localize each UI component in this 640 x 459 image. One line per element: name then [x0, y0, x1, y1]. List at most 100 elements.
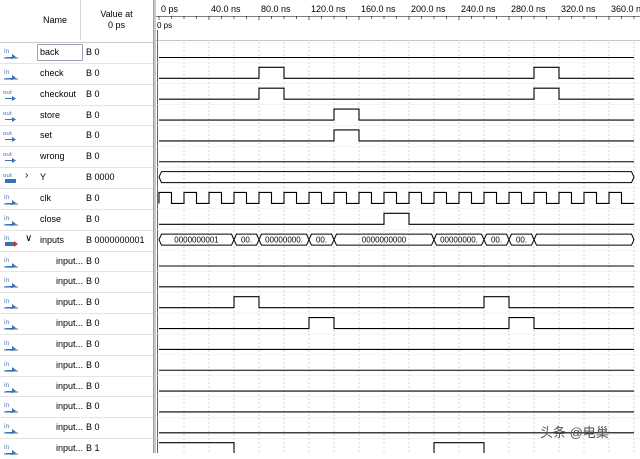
- signal-row[interactable]: in input... B 0: [0, 292, 153, 313]
- input-pin-icon: in: [3, 380, 19, 394]
- signal-name: input...: [56, 338, 84, 349]
- signal-value: B 0: [86, 213, 100, 224]
- bus-value-label: 00.: [516, 236, 527, 245]
- signal-row[interactable]: out wrong B 0: [0, 146, 153, 167]
- signal-name: input...: [56, 276, 84, 287]
- input-pin-icon: in: [3, 359, 19, 373]
- signal-row[interactable]: in input... B 0: [0, 396, 153, 417]
- signal-name: Y: [40, 172, 47, 183]
- ruler-tick-label: 200.0 ns: [411, 4, 446, 14]
- input-pin-icon: in: [3, 317, 19, 331]
- input-pin-icon: in: [3, 338, 19, 352]
- svg-text:in: in: [4, 194, 10, 201]
- signal-row[interactable]: in input... B 0: [0, 375, 153, 397]
- svg-text:out: out: [3, 152, 13, 158]
- signal-row[interactable]: in input... B 0: [0, 354, 153, 376]
- signal-row[interactable]: out set B 0: [0, 125, 153, 146]
- signal-row[interactable]: in input... B 0: [0, 333, 153, 355]
- signal-value: B 0: [86, 276, 100, 287]
- value-column-label-line2: 0 ps: [107, 20, 125, 30]
- bit-waveform: [159, 296, 634, 309]
- signal-name: inputs: [40, 234, 65, 245]
- ruler-tick-label: 280.0 ns: [511, 4, 546, 14]
- waveform-view[interactable]: 0 ps 40.0 ns 80.0 ns 120.0 ns 160.0 ns 200.0 …: [156, 0, 640, 453]
- signal-row[interactable]: out › Y B 0000: [0, 167, 153, 188]
- bus-value-label: 00000000.: [265, 236, 303, 245]
- svg-text:in: in: [4, 215, 10, 222]
- signal-name: input...: [56, 297, 84, 308]
- panel-divider[interactable]: [153, 0, 156, 453]
- bit-waveform: [159, 108, 634, 121]
- name-column-header[interactable]: Name: [30, 0, 81, 40]
- ruler-tick-label: 360.0 ns: [611, 4, 640, 14]
- signal-row[interactable]: in input... B 0: [0, 271, 153, 292]
- svg-text:in: in: [4, 298, 10, 305]
- signal-list-panel: Name Value at 0 ps in back B 0 in check B 0 ou…: [0, 0, 153, 456]
- signal-value: B 0: [86, 422, 100, 433]
- input-pin-icon: in: [3, 213, 19, 227]
- value-column-header[interactable]: Value at 0 ps: [80, 0, 153, 40]
- collapse-chevron-icon[interactable]: ∨: [25, 232, 33, 244]
- signal-row[interactable]: in ∨ inputs B 0000000001: [0, 229, 153, 251]
- svg-text:in: in: [4, 69, 10, 76]
- svg-text:in: in: [4, 402, 10, 409]
- signal-name: wrong: [40, 151, 65, 162]
- bus-value-label: 00000000.: [440, 236, 478, 245]
- expand-chevron-icon[interactable]: ›: [25, 170, 29, 182]
- ruler-tick-label: 40.0 ns: [211, 4, 241, 14]
- signal-row[interactable]: in clk B 0: [0, 187, 153, 209]
- input-pin-icon: in: [3, 442, 19, 456]
- svg-text:out: out: [3, 111, 13, 117]
- ruler-tick-label: 0 ps: [161, 4, 179, 14]
- signal-row[interactable]: in input... B 0: [0, 417, 153, 438]
- input-pin-icon: in: [3, 67, 19, 81]
- signal-row[interactable]: in check B 0: [0, 62, 153, 84]
- signal-name: back: [40, 47, 60, 57]
- signal-row[interactable]: in back B 0: [0, 42, 153, 63]
- signal-value: B 0000000001: [86, 234, 145, 245]
- signal-value: B 0: [86, 401, 100, 412]
- bit-waveform: [159, 87, 634, 100]
- signal-row[interactable]: out checkout B 0: [0, 83, 153, 105]
- output-pin-icon: out: [3, 129, 19, 143]
- signal-name: clk: [40, 192, 51, 203]
- signal-value: B 0: [86, 151, 100, 162]
- input-pin-icon: in: [3, 296, 19, 310]
- ruler-tick-label: 120.0 ns: [311, 4, 346, 14]
- bus-value-label: 00.: [316, 236, 327, 245]
- svg-text:in: in: [4, 235, 10, 242]
- signal-value: B 0: [86, 255, 100, 266]
- timeline-header: [156, 0, 640, 40]
- signal-row[interactable]: in close B 0: [0, 208, 153, 230]
- signal-value: B 0: [86, 67, 100, 78]
- output-pin-icon: out: [3, 88, 19, 102]
- clock-waveform: [158, 191, 634, 204]
- signal-name: input...: [56, 380, 84, 391]
- signal-value: B 1: [86, 443, 100, 454]
- signal-name: input...: [56, 255, 84, 266]
- bus-segment: [158, 171, 635, 184]
- input-pin-icon: in: [3, 46, 19, 60]
- svg-text:in: in: [4, 319, 10, 326]
- signal-row[interactable]: out store B 0: [0, 104, 153, 126]
- name-column-label: Name: [42, 15, 67, 25]
- bus-value-label: 00.: [241, 236, 252, 245]
- signal-name: checkout: [40, 88, 77, 99]
- signal-name: input...: [56, 359, 84, 370]
- signal-value: B 0: [86, 88, 100, 99]
- signal-name: input...: [56, 318, 84, 329]
- signal-row[interactable]: in input... B 0: [0, 313, 153, 334]
- selected-name-box[interactable]: [37, 44, 83, 61]
- signal-name: check: [40, 67, 64, 78]
- signal-row[interactable]: in input... B 0: [0, 250, 153, 272]
- svg-text:out: out: [3, 131, 13, 137]
- svg-text:in: in: [4, 48, 10, 55]
- ruler-tick-label: 240.0 ns: [461, 4, 496, 14]
- input-pin-icon: in: [3, 192, 19, 206]
- signal-value: B 0: [86, 109, 100, 120]
- input-pin-icon: in: [3, 255, 19, 269]
- signal-row[interactable]: in input... B 1: [0, 438, 153, 459]
- signal-value: B 0: [86, 380, 100, 391]
- watermark: 头条 @电巢: [540, 425, 609, 440]
- input-pin-icon: in: [3, 400, 19, 414]
